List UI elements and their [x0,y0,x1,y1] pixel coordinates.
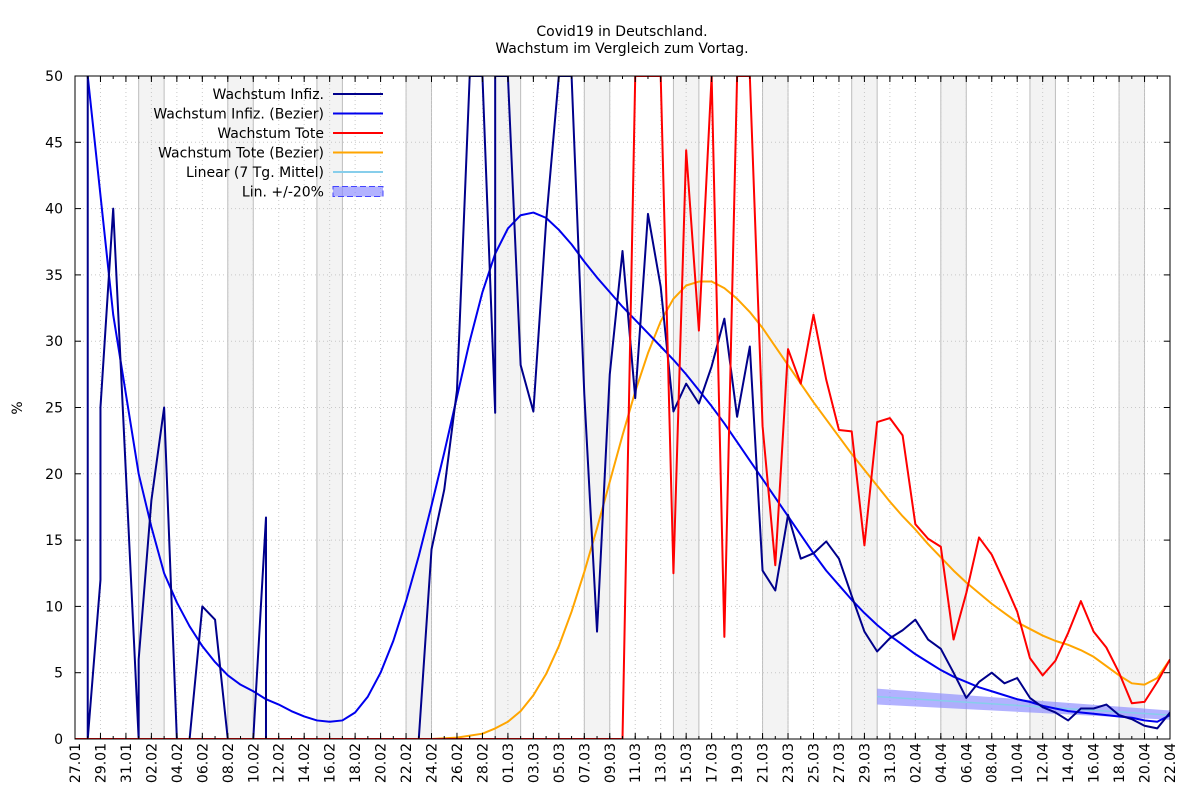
x-tick-label: 31.03 [883,743,899,783]
y-tick-label: 25 [45,401,63,417]
legend-swatch [332,186,384,197]
y-tick-label: 45 [45,135,63,151]
x-tick-label: 19.03 [730,743,746,783]
series-line-wachstum-infiz [86,76,1170,739]
y-tick-label: 20 [45,467,63,483]
series-line-linear-7-tg-mittel [877,695,1170,716]
x-tick-label: 28.02 [475,743,491,783]
x-tick-label: 27.01 [68,743,84,783]
series-line-wachstum-tote [75,76,1170,739]
chart-title-line-2: Wachstum im Vergleich zum Vortag. [495,41,748,57]
y-tick-label: 40 [45,202,63,218]
y-tick-label: 0 [54,732,63,748]
x-tick-label: 31.01 [119,743,135,783]
x-tick-label: 15.03 [679,743,695,783]
x-tick-label: 18.02 [348,743,364,783]
x-tick-label: 22.02 [399,743,415,783]
x-tick-label: 26.02 [450,743,466,783]
x-tick-label: 18.04 [1112,743,1128,783]
legend: Wachstum Infiz. Wachstum Infiz. (Bezier) W… [153,87,384,201]
x-tick-label: 23.03 [781,743,797,783]
y-tick-label: 35 [45,268,63,284]
x-tick-label: 08.04 [985,743,1001,783]
series-line-wachstum-tote-bezier [75,280,1170,739]
legend-label: Lin. +/-20% [242,185,324,201]
y-tick-label: 30 [45,334,63,350]
x-tick-label: 24.02 [425,743,441,783]
y-tick-label: 15 [45,533,63,549]
legend-label: Wachstum Tote (Bezier) [158,146,324,162]
series-band-lin-pm20 [877,688,1170,720]
x-tick-label: 09.03 [603,743,619,783]
x-tick-label: 05.03 [552,743,568,783]
x-tick-label: 27.03 [832,743,848,783]
weekend-band [584,76,610,739]
x-tick-label: 14.04 [1061,743,1077,783]
grid [75,76,1170,739]
x-tick-label: 16.02 [323,743,339,783]
x-tick-label: 20.02 [374,743,390,783]
plot-series [75,76,1170,739]
x-tick-label: 20.04 [1138,743,1154,783]
x-tick-label: 25.03 [806,743,822,783]
x-tick-label: 06.04 [959,743,975,783]
x-tick-label: 14.02 [297,743,313,783]
y-tick-label: 10 [45,599,63,615]
x-tick-label: 11.03 [628,743,644,783]
x-tick-label: 04.04 [934,743,950,783]
x-tick-label: 02.02 [144,743,160,783]
axes: 0 5 10 15 20 25 30 35 40 45 50 27.01 29.01 31.01 02.02… [45,69,1179,783]
weekend-band [940,76,967,739]
x-tick-label: 03.03 [526,743,542,783]
x-tick-label: 10.02 [246,743,262,783]
legend-label: Wachstum Infiz. [213,87,324,103]
y-axis-label: % [10,401,26,414]
x-tick-label: 04.02 [170,743,186,783]
x-tick-label: 12.02 [272,743,288,783]
x-tick-label: 01.03 [501,743,517,783]
chart-title-line-1: Covid19 in Deutschland. [536,24,707,40]
legend-label: Wachstum Infiz. (Bezier) [153,107,324,123]
x-tick-label: 29.01 [93,743,109,783]
y-tick-label: 5 [54,666,63,682]
x-tick-label: 08.02 [221,743,237,783]
x-tick-label: 16.04 [1087,743,1103,783]
weekend-band [227,76,254,739]
legend-label: Linear (7 Tg. Mittel) [186,165,324,181]
series-line-wachstum-infiz-bezier [86,76,1170,723]
legend-label: Wachstum Tote [217,126,324,142]
x-tick-label: 17.03 [705,743,721,783]
x-tick-label: 12.04 [1036,743,1052,783]
x-tick-label: 02.04 [908,743,924,783]
x-tick-label: 29.03 [857,743,873,783]
x-tick-label: 10.04 [1010,743,1026,783]
x-tick-label: 22.04 [1163,743,1179,783]
x-tick-label: 13.03 [654,743,670,783]
x-tick-label: 06.02 [195,743,211,783]
x-tick-label: 21.03 [756,743,772,783]
x-tick-label: 07.03 [577,743,593,783]
y-tick-label: 50 [45,69,63,85]
